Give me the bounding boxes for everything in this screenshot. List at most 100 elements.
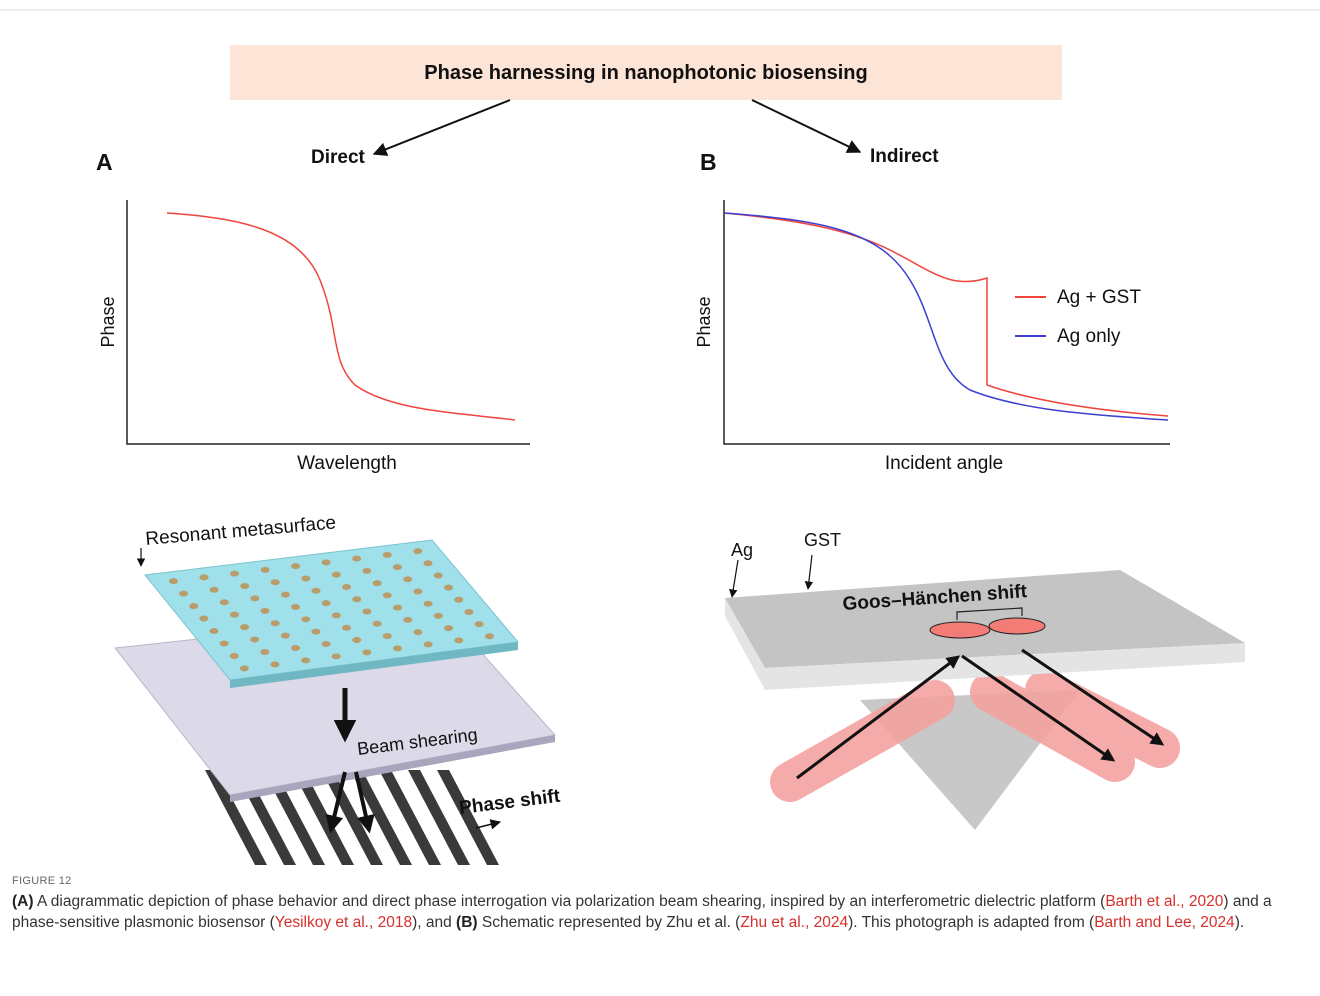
citation-link[interactable]: Barth et al., 2020 xyxy=(1105,893,1224,910)
panel-ref: (B) xyxy=(456,914,478,931)
branch-label: Direct xyxy=(311,147,366,168)
dot xyxy=(168,578,178,585)
dot xyxy=(260,648,270,655)
axes xyxy=(126,200,530,445)
beam-spot xyxy=(929,621,991,639)
dot xyxy=(331,612,341,619)
dot xyxy=(229,652,239,659)
dot xyxy=(362,567,372,574)
dot xyxy=(179,590,189,597)
branch-label: Indirect xyxy=(870,146,939,167)
shift-bracket xyxy=(956,607,1023,620)
y-axis-label: Phase xyxy=(694,296,714,347)
dot xyxy=(260,607,270,614)
dot xyxy=(342,624,352,631)
dot xyxy=(301,616,311,623)
dot xyxy=(454,596,464,603)
dot xyxy=(240,583,250,590)
dot xyxy=(393,604,403,611)
dot xyxy=(423,560,433,567)
dot xyxy=(270,661,280,668)
citation-link[interactable]: Barth and Lee, 2024 xyxy=(1094,914,1235,931)
stripe xyxy=(321,770,383,865)
dot xyxy=(240,624,250,631)
dot xyxy=(311,628,321,635)
dot xyxy=(352,555,362,562)
caption-text: ). xyxy=(1234,914,1245,931)
figure: Phase harnessing in nanophotonic biosens… xyxy=(0,9,1320,865)
diagram-label: Resonant metasurface xyxy=(145,512,337,550)
dot xyxy=(219,640,229,647)
dot xyxy=(443,584,453,591)
dot xyxy=(352,637,362,644)
arrow xyxy=(372,99,511,156)
stripe xyxy=(437,770,499,865)
figure-title: Phase harnessing in nanophotonic biosens… xyxy=(424,62,867,84)
arrow xyxy=(961,654,1116,762)
caption-label: FIGURE 12 xyxy=(12,875,72,887)
dot xyxy=(199,615,209,622)
dot xyxy=(464,608,474,615)
diagram-label: Ag xyxy=(731,540,753,560)
dot xyxy=(291,603,301,610)
dot xyxy=(311,587,321,594)
y-axis-label: Phase xyxy=(98,296,118,347)
caption-text: A diagrammatic depiction of phase behavi… xyxy=(33,893,1106,910)
dot xyxy=(454,637,464,644)
dot xyxy=(423,600,433,607)
arrow xyxy=(354,771,375,834)
arrow xyxy=(1021,648,1165,746)
dot xyxy=(239,665,249,672)
x-axis-label: Wavelength xyxy=(297,453,397,474)
diagram-label: GST xyxy=(804,530,841,550)
stripes xyxy=(205,770,499,865)
dot xyxy=(321,641,331,648)
stripe xyxy=(408,770,470,865)
dot xyxy=(352,596,362,603)
dot xyxy=(219,599,229,606)
stripe xyxy=(263,770,325,865)
dot xyxy=(291,563,301,570)
caption-text: ), and xyxy=(412,914,457,931)
dot xyxy=(321,600,331,607)
dot xyxy=(230,570,240,577)
ag-layer xyxy=(725,598,765,690)
title-box xyxy=(230,45,1062,100)
caption-text: Schematic represented by Zhu et al. ( xyxy=(477,914,741,931)
nanostructures xyxy=(168,548,494,672)
dot xyxy=(413,629,423,636)
legend-entry: Ag + GST xyxy=(1057,287,1141,308)
dot xyxy=(199,574,209,581)
panel-label: A xyxy=(96,149,113,175)
citation-link[interactable]: Zhu et al., 2024 xyxy=(740,914,849,931)
dot xyxy=(484,633,494,640)
phase-curve xyxy=(166,212,516,421)
diagram-label: Phase shift xyxy=(458,786,562,819)
axes xyxy=(723,200,1170,445)
dot xyxy=(362,608,372,615)
beams xyxy=(770,670,1180,802)
caption: (A) A diagrammatic depiction of phase be… xyxy=(12,891,1308,933)
pointer xyxy=(729,559,739,598)
dot xyxy=(433,572,443,579)
pointer xyxy=(804,554,814,590)
dot xyxy=(250,636,260,643)
arrow xyxy=(325,771,347,834)
dot xyxy=(290,645,300,652)
citation-link[interactable]: Yesilkoy et al., 2018 xyxy=(274,914,413,931)
dot xyxy=(331,653,341,660)
panel-ref: (A) xyxy=(12,893,34,910)
panel-label: B xyxy=(700,149,717,175)
dot xyxy=(189,603,199,610)
arrow xyxy=(796,655,961,780)
dot xyxy=(280,591,290,598)
dot xyxy=(209,586,219,593)
dot xyxy=(229,611,239,618)
dot xyxy=(301,575,311,582)
dot xyxy=(362,649,372,656)
dot xyxy=(321,559,331,566)
stripe xyxy=(292,770,354,865)
dot xyxy=(393,645,403,652)
dot xyxy=(382,633,392,640)
